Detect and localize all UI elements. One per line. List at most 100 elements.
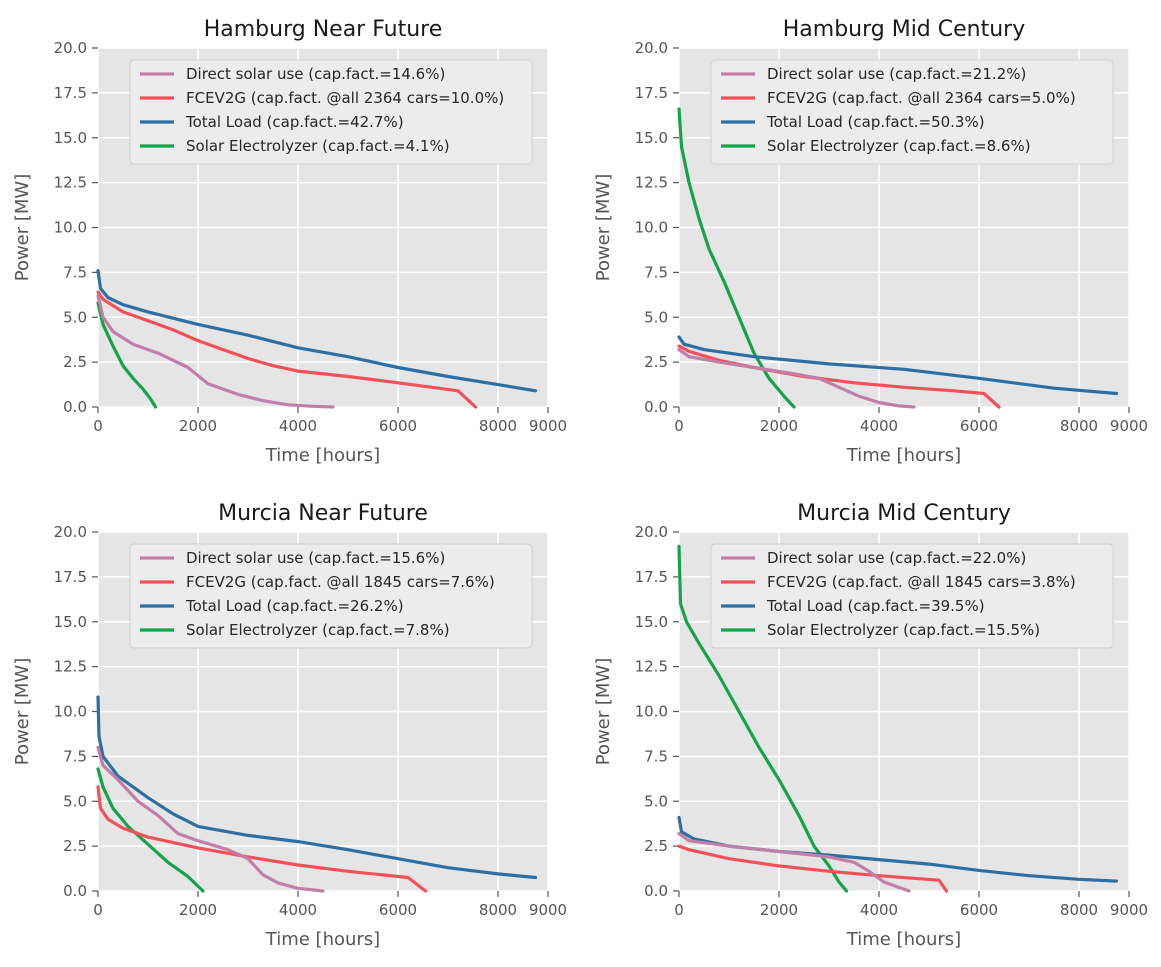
legend-box bbox=[129, 59, 533, 165]
y-tick-label: 12.5 bbox=[54, 658, 87, 676]
y-tick-label: 10.0 bbox=[54, 703, 87, 721]
legend: Direct solar use (cap.fact.=14.6%) FCEV2G… bbox=[129, 59, 533, 165]
legend-label: Direct solar use (cap.fact.=14.6%) bbox=[186, 65, 445, 83]
legend-label: Direct solar use (cap.fact.=21.2%) bbox=[767, 65, 1026, 83]
x-tick-label: 0 bbox=[93, 417, 103, 435]
legend-label: FCEV2G (cap.fact. @all 2364 cars=5.0%) bbox=[767, 89, 1076, 107]
x-tick-label: 2000 bbox=[760, 417, 798, 435]
series-line-fcev2g bbox=[677, 344, 1001, 409]
chart-panel-hamburg-near-future: 0.0 2.5 5.0 7.5 10.0 12.5 15.0 17.5 20.0 0 2000 400… bbox=[0, 0, 580, 483]
y-tick-label: 10.0 bbox=[635, 219, 668, 237]
legend-label: FCEV2G (cap.fact. @all 1845 cars=3.8%) bbox=[767, 573, 1076, 591]
x-tick-label: 2000 bbox=[179, 417, 217, 435]
y-tick-label: 2.5 bbox=[63, 353, 87, 371]
x-tick-label: 8000 bbox=[479, 901, 517, 919]
y-tick-label: 7.5 bbox=[63, 747, 87, 765]
x-tick-label: 9000 bbox=[1110, 901, 1148, 919]
legend-label: Solar Electrolyzer (cap.fact.=7.8%) bbox=[186, 621, 450, 639]
x-tick-label: 6000 bbox=[960, 901, 998, 919]
series-lines bbox=[677, 107, 1119, 409]
series-line-direct-solar-use bbox=[677, 832, 911, 893]
legend-label: Solar Electrolyzer (cap.fact.=8.6%) bbox=[767, 137, 1031, 155]
x-tick-label: 6000 bbox=[379, 417, 417, 435]
series-line-fcev2g bbox=[96, 290, 478, 409]
chart-svg: 0.0 2.5 5.0 7.5 10.0 12.5 15.0 17.5 20.0 0 2000 400… bbox=[593, 17, 1148, 466]
legend-label: Solar Electrolyzer (cap.fact.=4.1%) bbox=[186, 137, 450, 155]
y-tick-label: 15.0 bbox=[635, 613, 668, 631]
series-lines bbox=[96, 695, 538, 893]
x-tick-label: 0 bbox=[674, 901, 684, 919]
x-axis-label: Time [hours] bbox=[265, 445, 380, 466]
x-tick-label: 0 bbox=[674, 417, 684, 435]
y-tick-label: 10.0 bbox=[54, 219, 87, 237]
y-tick-label: 5.0 bbox=[644, 792, 668, 810]
x-tick-label: 8000 bbox=[1060, 901, 1098, 919]
chart-panel-hamburg-mid-century: 0.0 2.5 5.0 7.5 10.0 12.5 15.0 17.5 20.0 0 2000 400… bbox=[581, 0, 1161, 483]
series-line-total-load bbox=[96, 695, 538, 880]
legend: Direct solar use (cap.fact.=21.2%) FCEV2G… bbox=[710, 59, 1114, 165]
y-tick-label: 0.0 bbox=[63, 882, 87, 900]
legend-label: FCEV2G (cap.fact. @all 1845 cars=7.6%) bbox=[186, 573, 495, 591]
y-tick-label: 17.5 bbox=[54, 568, 87, 586]
x-tick-label: 2000 bbox=[760, 901, 798, 919]
x-tick-label: 9000 bbox=[529, 417, 567, 435]
legend-box bbox=[710, 543, 1114, 649]
x-tick-label: 2000 bbox=[179, 901, 217, 919]
y-tick-label: 0.0 bbox=[644, 882, 668, 900]
y-tick-label: 15.0 bbox=[54, 613, 87, 631]
chart-title: Hamburg Mid Century bbox=[783, 17, 1026, 42]
legend-label: Total Load (cap.fact.=42.7%) bbox=[185, 113, 404, 131]
y-tick-label: 12.5 bbox=[54, 174, 87, 192]
y-tick-label: 15.0 bbox=[635, 129, 668, 147]
chart-title: Murcia Mid Century bbox=[797, 501, 1011, 526]
legend-label: Total Load (cap.fact.=26.2%) bbox=[185, 597, 404, 615]
x-tick-label: 6000 bbox=[960, 417, 998, 435]
legend-label: Direct solar use (cap.fact.=22.0%) bbox=[767, 549, 1026, 567]
series-line-fcev2g bbox=[677, 844, 949, 893]
chart-svg: 0.0 2.5 5.0 7.5 10.0 12.5 15.0 17.5 20.0 0 2000 400… bbox=[12, 17, 567, 466]
x-tick-label: 6000 bbox=[379, 901, 417, 919]
chart-panel-murcia-mid-century: 0.0 2.5 5.0 7.5 10.0 12.5 15.0 17.5 20.0 0 2000 400… bbox=[581, 484, 1161, 967]
legend-label: Total Load (cap.fact.=50.3%) bbox=[766, 113, 985, 131]
x-tick-label: 9000 bbox=[529, 901, 567, 919]
legend-label: Direct solar use (cap.fact.=15.6%) bbox=[186, 549, 445, 567]
x-tick-label: 4000 bbox=[279, 417, 317, 435]
series-line-direct-solar-use bbox=[96, 294, 335, 409]
series-lines bbox=[677, 544, 1119, 893]
legend-label: Total Load (cap.fact.=39.5%) bbox=[766, 597, 985, 615]
y-tick-label: 15.0 bbox=[54, 129, 87, 147]
series-line-solar-electrolyzer bbox=[677, 107, 796, 409]
x-tick-label: 9000 bbox=[1110, 417, 1148, 435]
y-tick-label: 5.0 bbox=[63, 308, 87, 326]
legend: Direct solar use (cap.fact.=22.0%) FCEV2G… bbox=[710, 543, 1114, 649]
y-tick-label: 10.0 bbox=[635, 703, 668, 721]
y-tick-label: 2.5 bbox=[644, 837, 668, 855]
y-tick-label: 20.0 bbox=[635, 523, 668, 541]
y-axis-label: Power [MW] bbox=[593, 174, 614, 282]
series-line-total-load bbox=[677, 335, 1119, 396]
x-axis-label: Time [hours] bbox=[265, 929, 380, 950]
y-tick-label: 12.5 bbox=[635, 658, 668, 676]
chart-title: Hamburg Near Future bbox=[204, 17, 443, 42]
legend-box bbox=[710, 59, 1114, 165]
y-tick-label: 2.5 bbox=[644, 353, 668, 371]
series-line-total-load bbox=[96, 269, 538, 393]
y-tick-label: 7.5 bbox=[63, 263, 87, 281]
chart-panel-murcia-near-future: 0.0 2.5 5.0 7.5 10.0 12.5 15.0 17.5 20.0 0 2000 400… bbox=[0, 484, 580, 967]
y-tick-label: 7.5 bbox=[644, 747, 668, 765]
y-axis-label: Power [MW] bbox=[593, 658, 614, 766]
legend-label: Solar Electrolyzer (cap.fact.=15.5%) bbox=[767, 621, 1040, 639]
series-line-direct-solar-use bbox=[96, 745, 325, 893]
y-tick-label: 7.5 bbox=[644, 263, 668, 281]
x-axis-label: Time [hours] bbox=[846, 929, 961, 950]
series-line-solar-electrolyzer bbox=[96, 767, 205, 893]
x-axis-label: Time [hours] bbox=[846, 445, 961, 466]
y-tick-label: 17.5 bbox=[54, 84, 87, 102]
y-tick-label: 20.0 bbox=[54, 523, 87, 541]
chart-svg: 0.0 2.5 5.0 7.5 10.0 12.5 15.0 17.5 20.0 0 2000 400… bbox=[12, 501, 567, 950]
series-line-solar-electrolyzer bbox=[96, 301, 158, 409]
x-tick-label: 8000 bbox=[479, 417, 517, 435]
y-tick-label: 2.5 bbox=[63, 837, 87, 855]
series-lines bbox=[96, 269, 538, 409]
